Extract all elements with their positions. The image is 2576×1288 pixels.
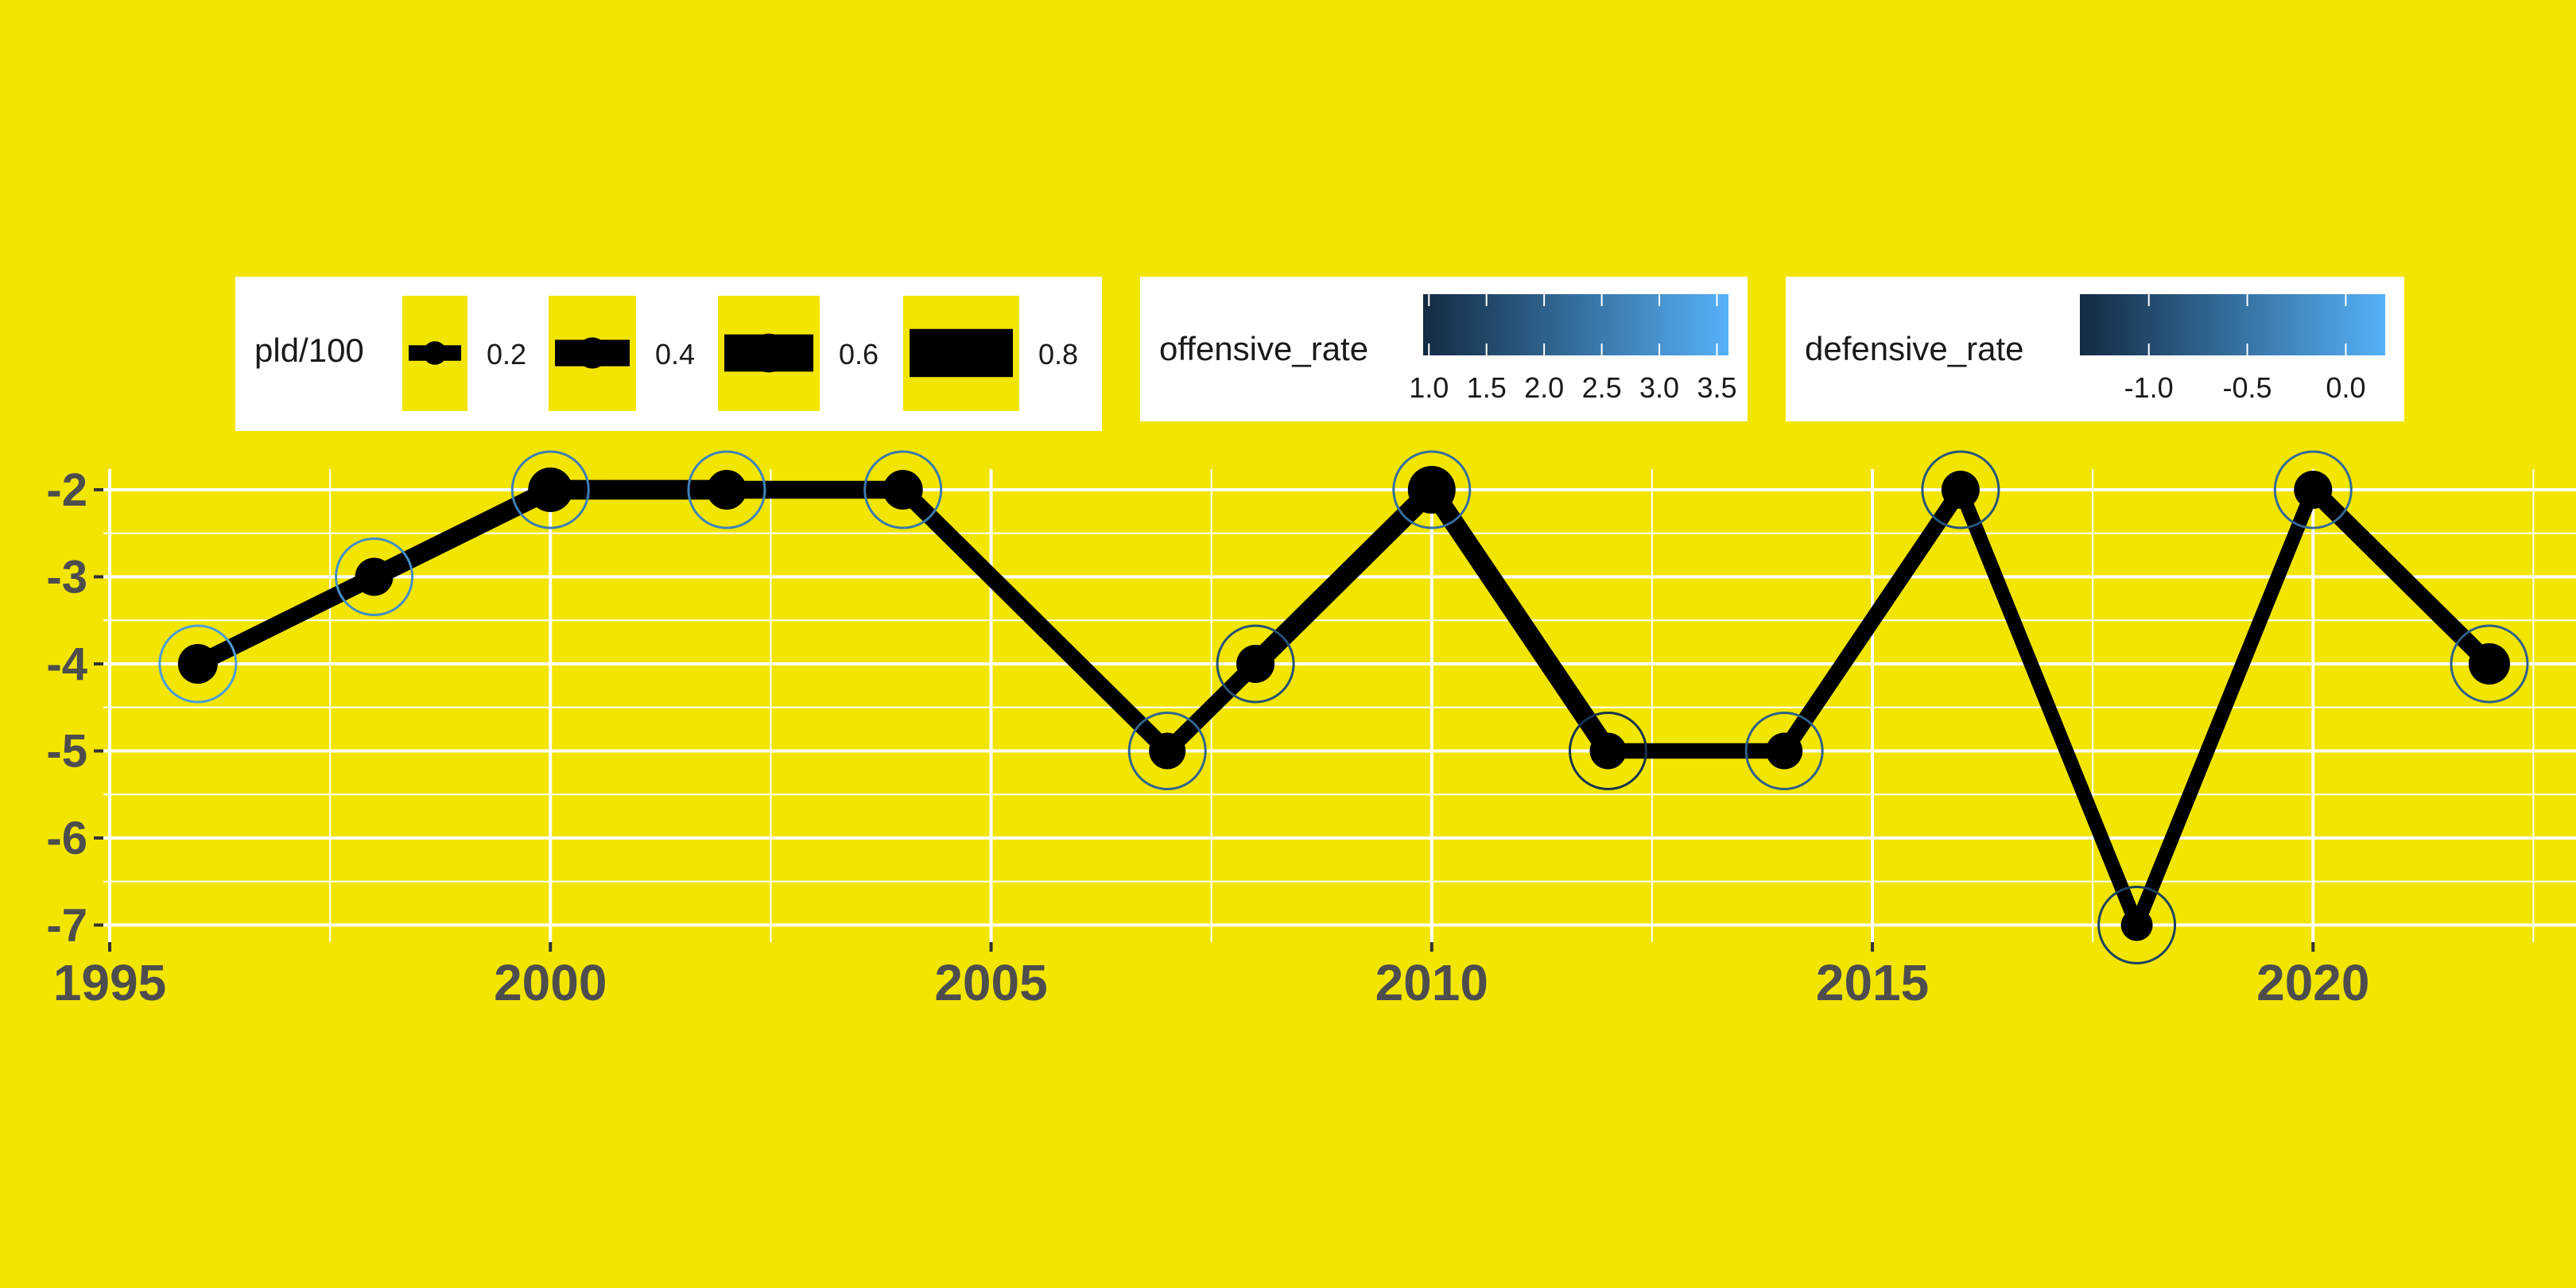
data-point	[1236, 645, 1275, 683]
size-legend-label: 0.8	[1038, 338, 1078, 370]
point-ring	[2273, 450, 2353, 530]
data-point	[1407, 466, 1456, 514]
colorbar-tick-label: 1.5	[1467, 371, 1507, 404]
series-line	[188, 479, 2499, 933]
point-ring	[2450, 624, 2529, 704]
y-tick-label: -2	[46, 464, 87, 516]
colorbar-tick-label: 2.5	[1582, 371, 1622, 404]
defensive-colorbar	[2080, 294, 2385, 355]
size-key-point	[423, 341, 447, 365]
offensive-colorbar	[1423, 294, 1728, 355]
x-tick-label: 2000	[494, 954, 607, 1011]
data-point	[1149, 732, 1186, 770]
x-tick-label: 2015	[1816, 954, 1929, 1011]
x-tick-label: 1995	[53, 954, 166, 1011]
line-segment	[1422, 479, 1618, 761]
line-segment	[1245, 479, 1442, 674]
size-key-point	[749, 333, 789, 373]
size-legend-title: pld/100	[254, 332, 364, 369]
y-tick-label: -4	[46, 638, 87, 690]
line-segment	[1953, 483, 2144, 933]
x-tick-label: 2020	[2256, 954, 2369, 1011]
data-point	[355, 557, 394, 596]
point-ring	[158, 624, 238, 704]
defensive-colorbar-ticks: -1.0 -0.5 0.0	[2124, 294, 2365, 404]
size-legend-label: 0.6	[839, 338, 879, 370]
colorbar-tick-label: -1.0	[2124, 371, 2174, 404]
size-legend-label: 0.2	[487, 338, 526, 370]
line-segment	[1159, 655, 1264, 759]
colorbar-tick-label: 3.5	[1697, 371, 1736, 404]
point-ring	[510, 450, 590, 530]
defensive-legend-title: defensive_rate	[1805, 330, 2024, 367]
data-point	[177, 644, 218, 684]
grid-lines	[103, 469, 2576, 942]
data-point	[1589, 732, 1627, 770]
point-ring	[863, 450, 943, 530]
y-tick-label: -3	[46, 552, 87, 603]
colorbar-tick-label: 0.0	[2326, 371, 2365, 404]
size-key-point	[576, 337, 608, 369]
offensive-legend-title: offensive_rate	[1159, 330, 1368, 367]
data-point	[2469, 643, 2510, 685]
data-point	[883, 470, 923, 510]
size-key-point	[937, 329, 985, 377]
colorbar-tick-label: -0.5	[2223, 371, 2272, 404]
data-point	[2294, 471, 2333, 509]
y-tick-label: -7	[46, 900, 87, 952]
offensive-colorbar-ticks: 1.0 1.5 2.0 2.5 3.0 3.5	[1409, 294, 1737, 404]
series-points	[158, 450, 2529, 964]
size-legend-label: 0.4	[655, 338, 695, 370]
point-ring	[2097, 886, 2177, 964]
line-segment	[2129, 483, 2321, 933]
size-legend-keys: 0.2 0.4 0.6 0.8	[402, 296, 1078, 411]
point-ring	[687, 450, 766, 530]
line-segment	[894, 481, 1176, 759]
line-segment	[2304, 480, 2499, 673]
x-tick-label: 2010	[1375, 954, 1488, 1011]
line-segment	[188, 568, 383, 673]
y-tick-label: -6	[46, 813, 87, 864]
point-ring	[1216, 624, 1295, 704]
line-segment	[1776, 481, 1969, 759]
data-point	[2120, 909, 2153, 941]
point-ring	[335, 537, 414, 616]
defensive-legend: defensive_rate -1.0 -0.5 0.0	[1786, 277, 2404, 421]
data-point	[1941, 471, 1980, 509]
y-tick-label: -5	[46, 726, 87, 778]
colorbar-tick-label: 2.0	[1524, 371, 1564, 404]
point-ring	[1921, 450, 2000, 530]
point-ring	[1744, 712, 1824, 790]
data-point	[706, 470, 747, 510]
colorbar-tick-label: 1.0	[1409, 371, 1449, 404]
point-ring	[1392, 450, 1472, 530]
point-ring	[1568, 712, 1647, 790]
line-segment	[364, 480, 561, 587]
colorbar-tick-label: 3.0	[1639, 371, 1679, 404]
offensive-legend: offensive_rate 1.0 1.5 2.0 2.5 3.0 3.5	[1140, 277, 1748, 421]
data-point	[528, 467, 573, 512]
size-legend: pld/100 0.2 0.4 0.6 0.8	[235, 277, 1102, 431]
x-tick-label: 2005	[934, 954, 1047, 1011]
data-point	[1766, 732, 1803, 770]
point-ring	[1127, 712, 1207, 790]
